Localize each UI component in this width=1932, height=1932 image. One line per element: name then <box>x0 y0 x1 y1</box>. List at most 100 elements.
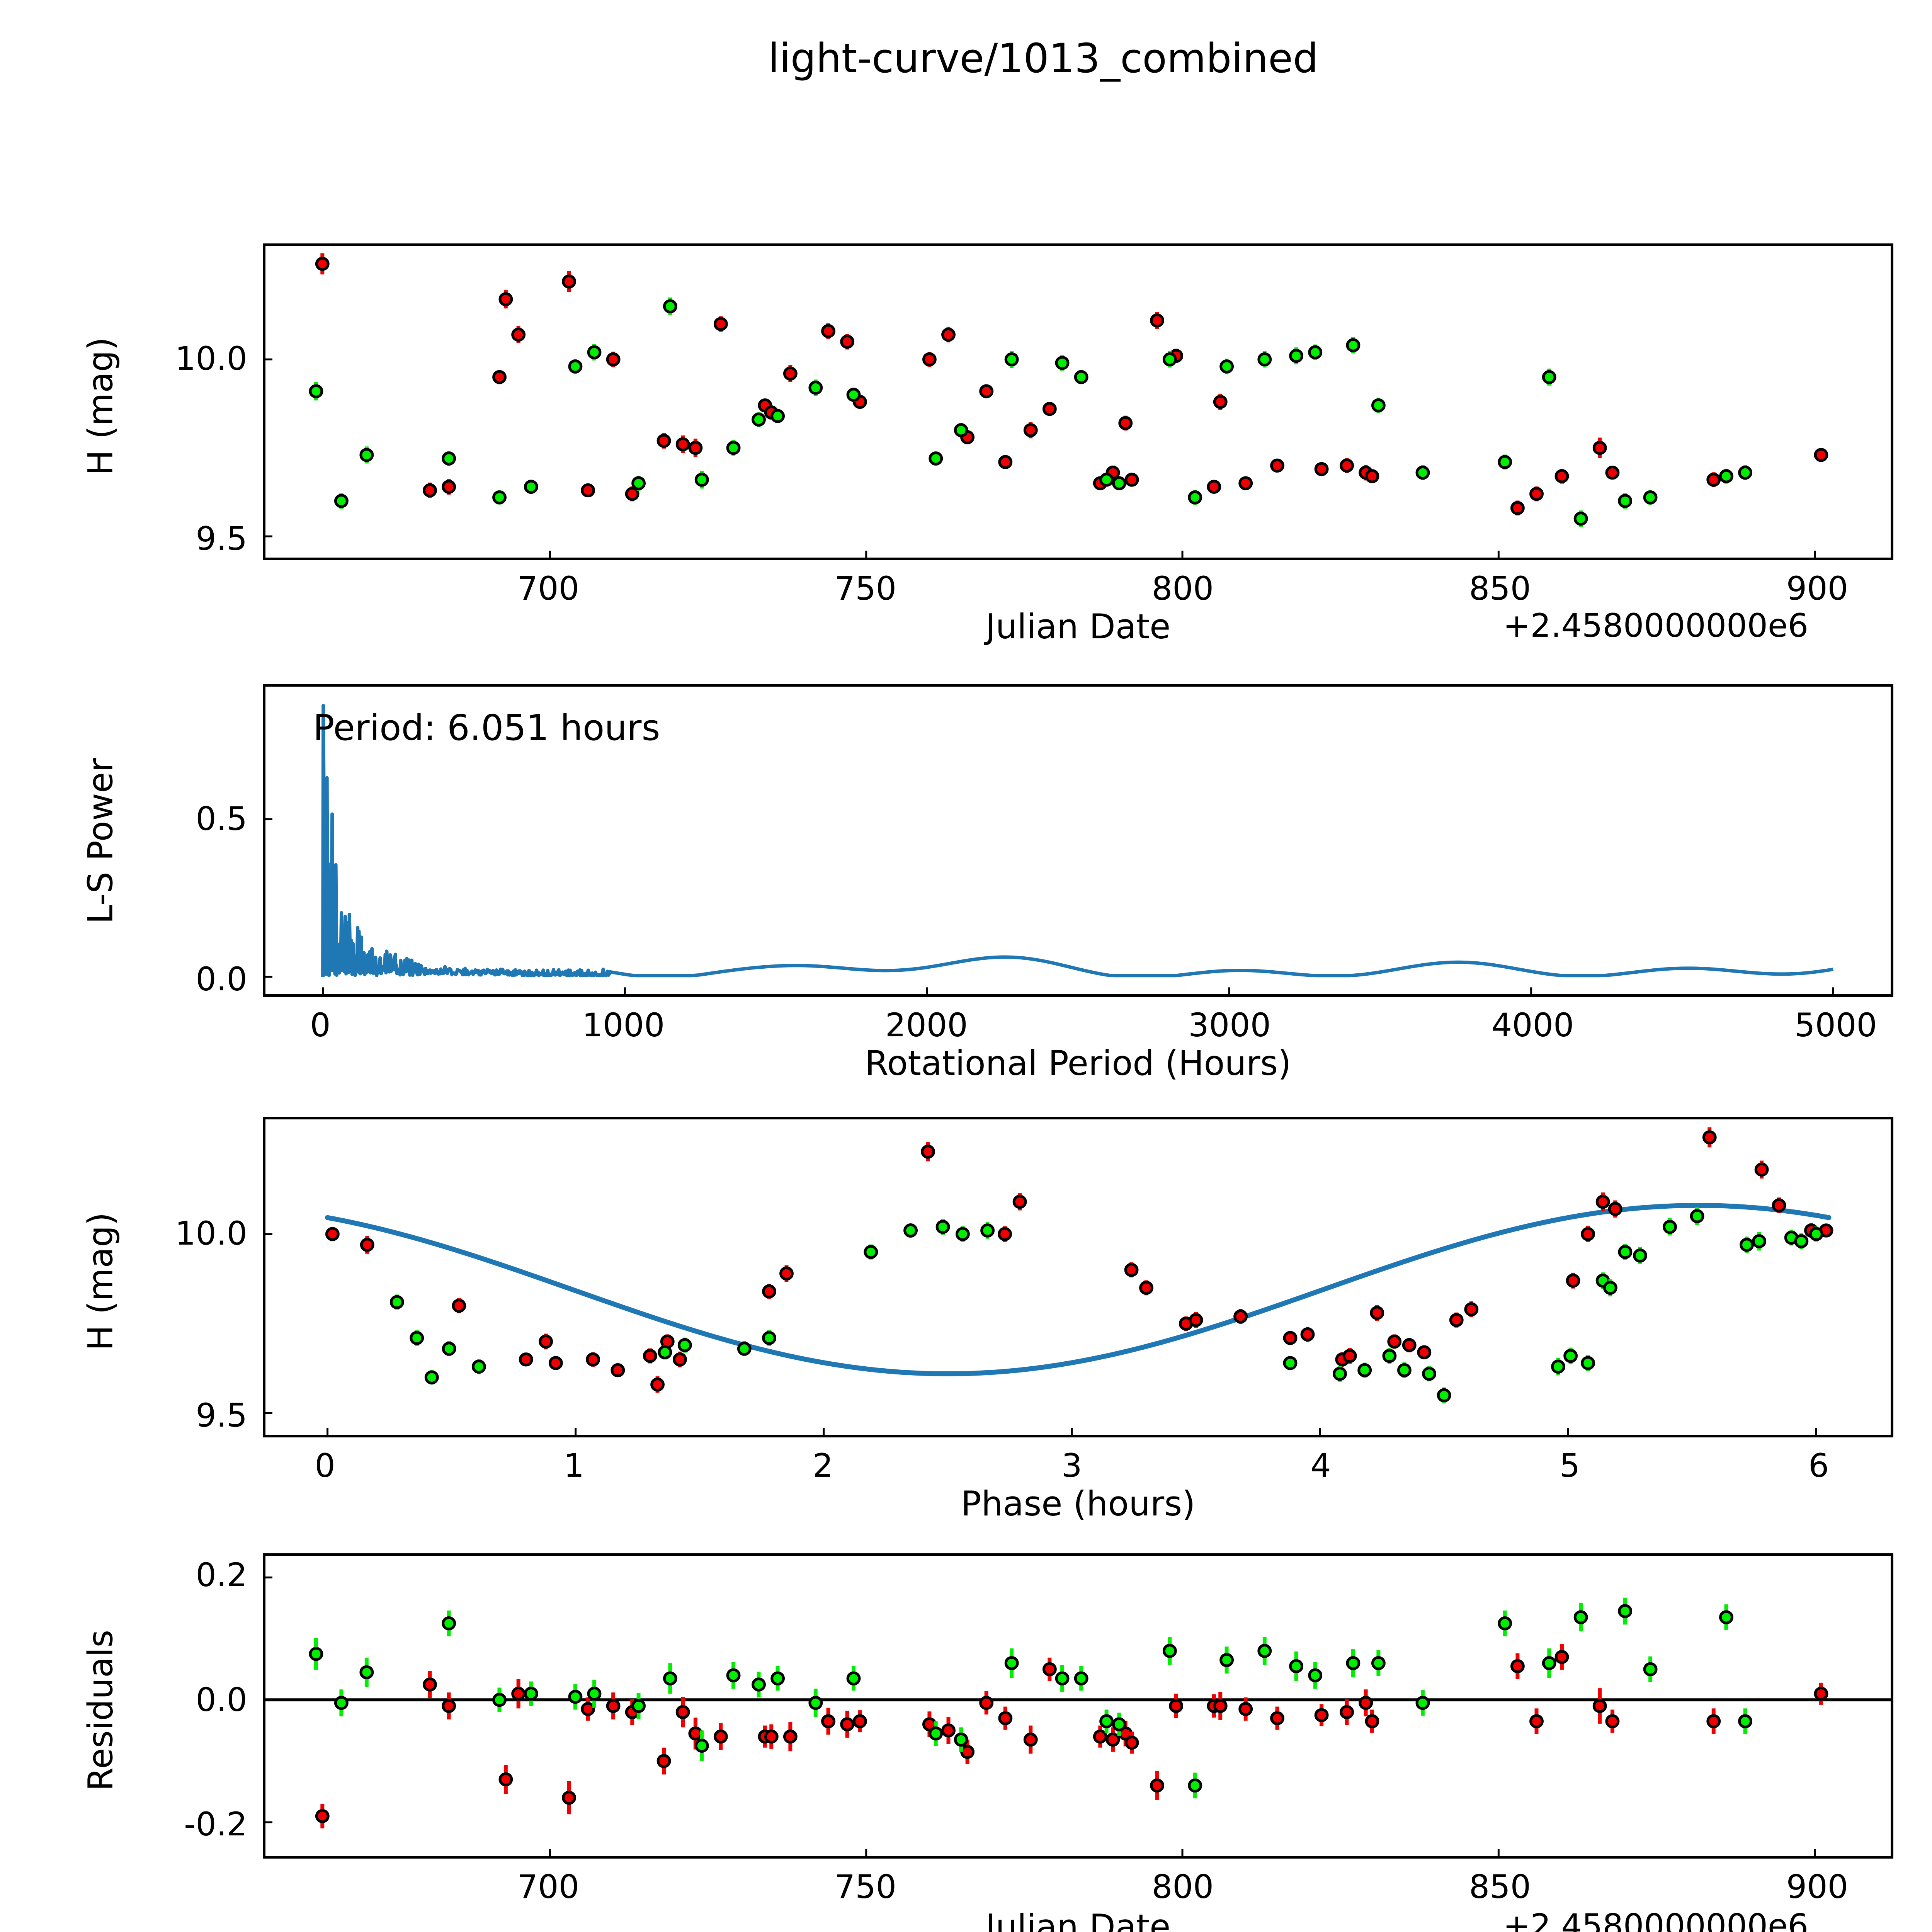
light-curve-canvas <box>265 253 1828 558</box>
periodogram-line <box>321 704 1834 978</box>
y-tick-label: 10.0 <box>175 340 247 378</box>
data-point <box>1643 1662 1658 1677</box>
data-point <box>1042 1662 1057 1677</box>
data-point <box>1370 1306 1384 1320</box>
data-point <box>1510 1659 1525 1673</box>
data-point <box>1289 349 1304 363</box>
data-point <box>1719 1610 1733 1624</box>
data-point <box>389 1295 404 1310</box>
data-point <box>471 1359 486 1374</box>
data-point <box>1074 1671 1088 1685</box>
plot-area-phase-folded[interactable] <box>263 1117 1893 1437</box>
data-point <box>783 366 798 381</box>
data-point <box>694 1738 709 1753</box>
data-point <box>643 1349 657 1363</box>
plot-area-residuals[interactable] <box>263 1553 1893 1859</box>
y-tick-label: 0.0 <box>196 1680 247 1719</box>
data-point <box>492 370 507 384</box>
data-point <box>1618 494 1633 508</box>
data-point <box>1618 1245 1633 1259</box>
data-point <box>650 1377 665 1392</box>
data-point <box>360 1238 374 1252</box>
x-tick-label: 0 <box>315 1447 335 1485</box>
data-point <box>1498 455 1512 469</box>
data-point <box>935 1219 950 1234</box>
data-point <box>1633 1248 1647 1263</box>
data-point <box>562 274 576 289</box>
data-point <box>941 327 956 342</box>
data-point <box>821 324 835 338</box>
data-point <box>1510 501 1525 515</box>
data-point <box>1150 313 1165 328</box>
plot-area-light-curve[interactable] <box>263 243 1893 560</box>
data-point <box>498 1772 513 1787</box>
data-point <box>1099 473 1114 487</box>
data-point <box>1283 1356 1298 1370</box>
data-point <box>1605 465 1620 480</box>
data-point <box>1371 398 1386 413</box>
x-tick-label: 2 <box>812 1447 833 1485</box>
data-point <box>1387 1334 1402 1349</box>
data-point <box>954 423 968 437</box>
axis-label-x-panel2: Rotational Period (Hours) <box>865 1043 1291 1083</box>
data-point <box>770 409 785 423</box>
data-point <box>492 490 507 505</box>
data-point <box>1581 1227 1595 1241</box>
data-point <box>1188 1778 1202 1793</box>
data-point <box>1162 1644 1177 1658</box>
data-point <box>1346 338 1361 352</box>
data-point <box>762 1331 776 1345</box>
x-tick-label: 1000 <box>582 1006 665 1044</box>
x-tick-label: 5000 <box>1794 1006 1877 1044</box>
data-point <box>672 1352 687 1367</box>
data-point <box>1542 1656 1556 1670</box>
data-point <box>1093 1730 1107 1744</box>
data-point <box>656 1754 671 1768</box>
data-point <box>1542 370 1556 384</box>
data-point <box>980 1223 995 1238</box>
data-point <box>903 1223 918 1238</box>
panel-periodogram: Period: 6.051 hours <box>263 684 1893 997</box>
data-point <box>1112 1717 1126 1731</box>
x-tick-label: 2000 <box>885 1006 968 1044</box>
x-tick-label: 850 <box>1469 1868 1531 1906</box>
x-tick-label: 700 <box>517 1868 580 1906</box>
data-point <box>359 448 374 462</box>
data-point <box>606 352 621 367</box>
data-point <box>1754 1162 1769 1177</box>
data-point <box>1188 490 1202 505</box>
data-point <box>1342 1349 1357 1363</box>
data-point <box>1340 1705 1354 1719</box>
data-point <box>1595 1195 1610 1209</box>
data-point <box>1207 480 1221 494</box>
data-point <box>1702 1130 1717 1145</box>
data-point <box>423 483 437 498</box>
data-point <box>1219 359 1234 374</box>
axis-label-x-panel4: Julian Date <box>985 1907 1171 1932</box>
data-point <box>492 1692 507 1707</box>
series-red <box>315 1644 1828 1828</box>
data-point <box>1004 352 1019 367</box>
page-title: light-curve/1013_combined <box>768 35 1319 82</box>
data-point <box>783 1730 798 1744</box>
x-tick-label: 6 <box>1808 1447 1829 1485</box>
data-point <box>511 1687 526 1701</box>
y-tick-label: 0.5 <box>196 799 247 838</box>
data-point <box>1371 1656 1386 1670</box>
data-point <box>524 1687 538 1701</box>
data-point <box>1415 465 1430 480</box>
data-point <box>1289 1659 1304 1673</box>
data-point <box>1124 1735 1139 1750</box>
plot-area-periodogram[interactable] <box>263 684 1893 997</box>
data-point <box>1012 1195 1027 1209</box>
data-point <box>1422 1367 1437 1381</box>
data-point <box>726 440 741 455</box>
data-point <box>1257 352 1272 367</box>
data-point <box>677 1338 692 1352</box>
data-point <box>979 1696 994 1710</box>
x-tick-label: 5 <box>1559 1447 1580 1485</box>
data-point <box>998 1711 1013 1725</box>
data-point <box>960 1745 975 1759</box>
data-point <box>808 381 823 395</box>
periodogram-canvas <box>265 704 1834 994</box>
